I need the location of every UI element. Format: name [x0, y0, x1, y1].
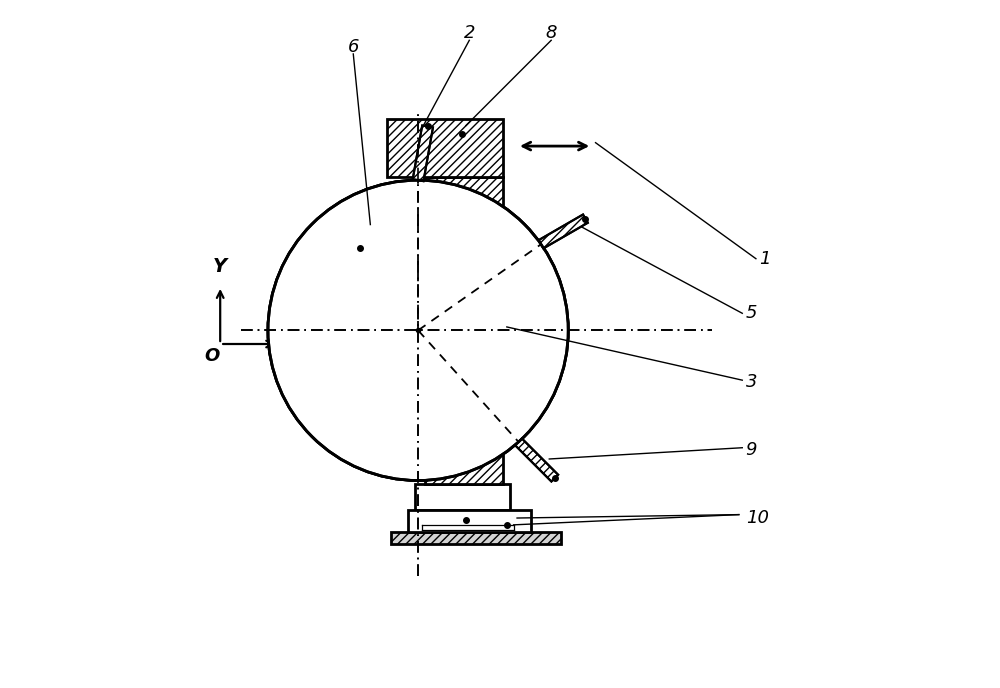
- Text: $p_1\times\delta$: $p_1\times\delta$: [486, 270, 529, 288]
- Text: $p_2\times\delta$: $p_2\times\delta$: [329, 230, 372, 247]
- Text: 9: 9: [746, 441, 757, 459]
- Circle shape: [268, 180, 568, 480]
- Text: $p_3\times\delta$: $p_3\times\delta$: [483, 373, 525, 390]
- Polygon shape: [413, 125, 433, 181]
- Polygon shape: [515, 438, 558, 482]
- Text: 2: 2: [464, 25, 475, 43]
- Text: 6: 6: [348, 38, 359, 56]
- Text: Y: Y: [213, 257, 227, 276]
- Bar: [425, 177, 503, 484]
- Text: 10: 10: [746, 509, 769, 527]
- Text: O: O: [204, 347, 220, 365]
- Bar: [387, 119, 503, 177]
- Bar: [391, 532, 561, 544]
- Bar: [408, 510, 531, 532]
- Circle shape: [268, 180, 568, 480]
- Text: X: X: [288, 334, 303, 354]
- Text: 5: 5: [746, 304, 757, 322]
- Text: 1: 1: [759, 250, 771, 268]
- Text: 3: 3: [746, 372, 757, 391]
- Bar: [415, 484, 510, 510]
- Polygon shape: [539, 215, 588, 248]
- Text: 8: 8: [545, 25, 557, 43]
